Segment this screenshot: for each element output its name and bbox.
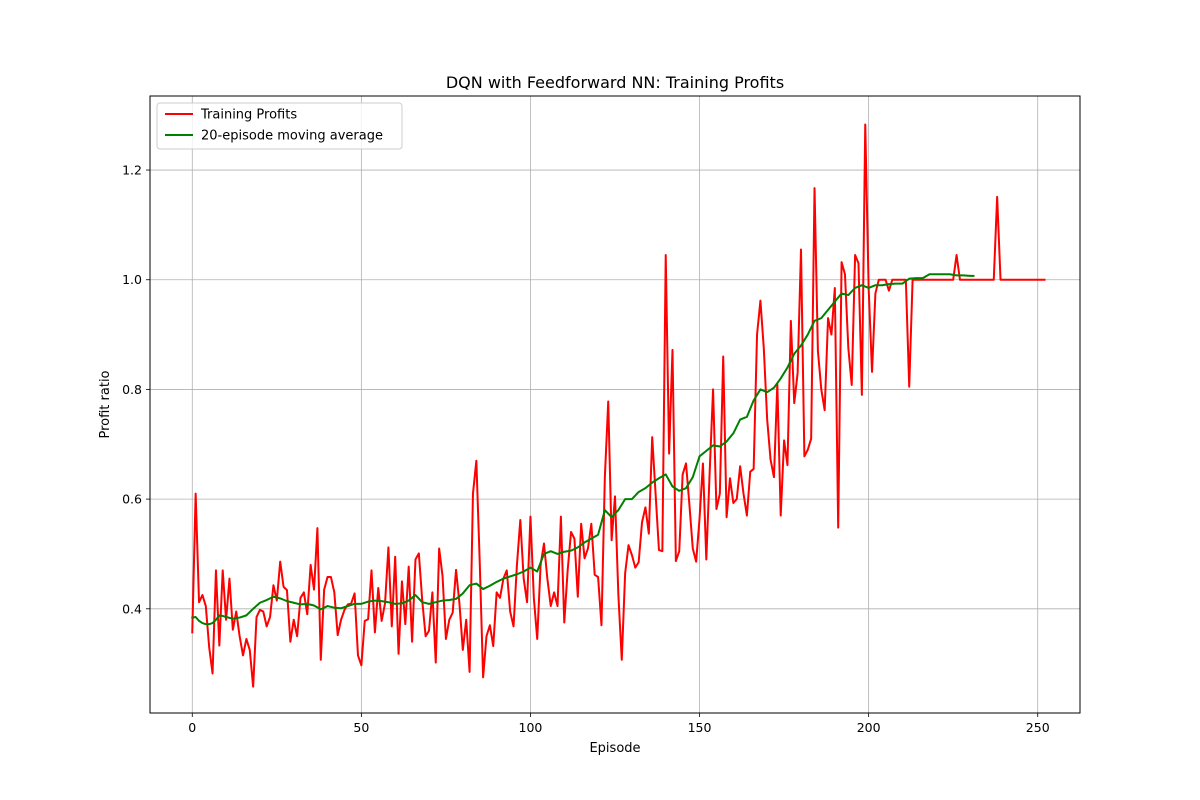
legend-label-training-profits: Training Profits — [200, 108, 297, 123]
y-tick-label: 0.8 — [122, 382, 142, 397]
x-tick-label: 100 — [519, 720, 543, 735]
y-tick-label: 1.0 — [122, 272, 142, 287]
x-tick-label: 0 — [188, 720, 196, 735]
plot-lines — [191, 123, 1046, 688]
x-tick-label: 150 — [688, 720, 712, 735]
legend-label-moving-average: 20-episode moving average — [201, 129, 383, 144]
y-tick-label: 0.6 — [122, 492, 142, 507]
x-tick-label: 200 — [857, 720, 881, 735]
y-axis-label: Profit ratio — [98, 370, 113, 438]
plot-frame — [149, 95, 1081, 714]
y-tick-label: 1.2 — [122, 163, 142, 178]
x-axis-label: Episode — [589, 741, 640, 756]
x-tick-label: 250 — [1026, 720, 1050, 735]
legend-box — [156, 102, 403, 150]
chart-title: DQN with Feedforward NN: Training Profit… — [446, 73, 784, 92]
training-profits-line — [191, 123, 1046, 688]
ticks: 0 50 100 150 200 250 0.4 0.6 0.8 1.0 1.2 — [122, 163, 1050, 735]
y-tick-label: 0.4 — [122, 601, 142, 616]
legend: Training Profits 20-episode moving avera… — [156, 102, 403, 150]
moving-average-line — [191, 273, 975, 626]
x-tick-label: 50 — [353, 720, 369, 735]
